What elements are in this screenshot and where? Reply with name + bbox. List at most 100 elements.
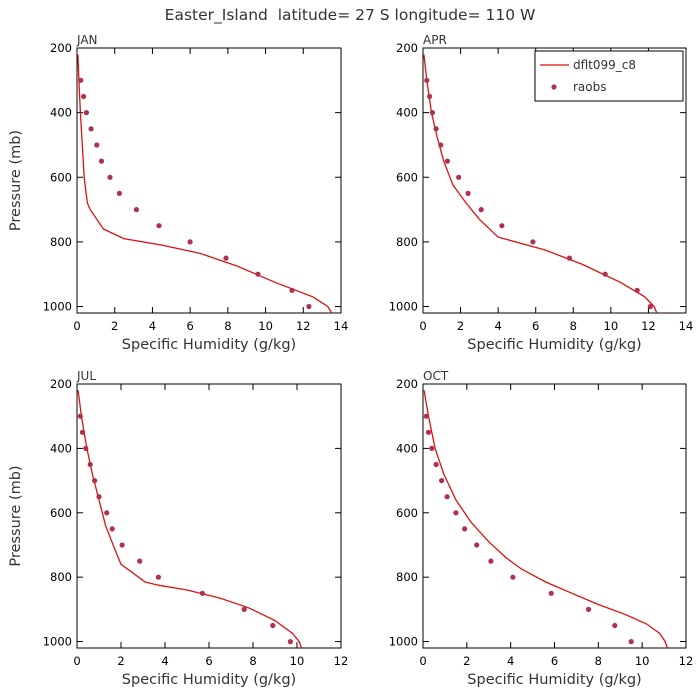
raobs-point: [453, 510, 459, 516]
raobs-point: [94, 142, 100, 148]
plot-frame: [422, 383, 687, 649]
x-tick-label: 2: [111, 319, 118, 333]
raobs-point: [133, 207, 139, 213]
raobs-point: [647, 303, 653, 310]
x-tick-label: 8: [595, 654, 602, 668]
raobs-point: [444, 158, 450, 164]
raobs-point: [433, 126, 439, 132]
x-tick-label: 2: [117, 654, 124, 668]
raobs-point: [444, 494, 450, 500]
y-axis-label: Pressure (mb): [8, 465, 24, 566]
raobs-point: [156, 223, 162, 229]
y-tick-label: 1000: [389, 635, 418, 649]
y-tick-label: 200: [396, 377, 418, 391]
x-tick-label: 8: [224, 319, 231, 333]
model-series-line: [423, 390, 669, 649]
raobs-point: [241, 606, 247, 613]
raobs-point: [602, 271, 608, 277]
x-axis-label: Specific Humidity (g/kg): [122, 672, 296, 688]
raobs-point: [98, 158, 105, 164]
raobs-point: [92, 478, 98, 484]
x-tick-label: 0: [419, 654, 426, 668]
raobs-point: [155, 574, 161, 580]
raobs-point: [462, 526, 468, 532]
panel-label: JAN: [76, 33, 98, 47]
y-tick-label: 600: [50, 506, 72, 520]
y-tick-label: 200: [50, 41, 72, 55]
raobs-point: [77, 413, 83, 419]
y-tick-label: 1000: [389, 300, 418, 314]
x-tick-label: 8: [570, 319, 577, 333]
raobs-point: [83, 110, 89, 116]
raobs-point: [104, 510, 110, 516]
panel-label: APR: [423, 33, 447, 47]
raobs-point: [79, 429, 86, 435]
panel-apr: APR 0 2 4 6 8 10 12 14 200 400 600 800 1000 Specific H…: [389, 33, 694, 353]
raobs-point: [465, 190, 471, 196]
raobs-point: [474, 542, 480, 548]
raobs-point: [289, 287, 295, 293]
x-tick-label: 14: [334, 319, 349, 333]
y-tick-label: 800: [50, 235, 72, 249]
legend-box: [534, 50, 684, 102]
x-axis-label: Specific Humidity (g/kg): [467, 672, 641, 688]
x-tick-label: 4: [149, 319, 156, 333]
raobs-point: [429, 445, 435, 451]
raobs-point: [423, 413, 429, 419]
raobs-point: [433, 461, 439, 468]
raobs-point: [107, 174, 113, 180]
model-series-line: [77, 54, 333, 314]
raobs-point: [488, 558, 494, 564]
raobs-point: [137, 558, 143, 564]
y-tick-label: 600: [396, 506, 418, 520]
raobs-point: [88, 126, 94, 132]
plot-frame: [422, 47, 687, 314]
raobs-point: [287, 639, 293, 645]
x-tick-label: 14: [679, 319, 694, 333]
y-tick-label: 600: [396, 170, 418, 184]
y-tick-label: 800: [396, 570, 418, 584]
y-axis-label: Pressure (mb): [8, 130, 24, 231]
y-tick-label: 1000: [43, 300, 72, 314]
x-tick-label: 8: [249, 654, 256, 668]
y-tick-label: 200: [50, 377, 72, 391]
x-tick-label: 12: [679, 654, 694, 668]
x-tick-label: 10: [290, 654, 305, 668]
raobs-point: [223, 255, 229, 261]
raobs-point: [255, 271, 261, 277]
x-tick-label: 6: [205, 654, 212, 668]
y-tick-label: 600: [50, 170, 72, 184]
x-tick-label: 10: [604, 319, 619, 333]
raobs-point: [270, 622, 276, 629]
y-tick-label: 1000: [43, 635, 72, 649]
y-tick-label: 400: [396, 106, 418, 120]
x-tick-label: 4: [161, 654, 168, 668]
raobs-point: [199, 590, 205, 596]
x-tick-label: 12: [296, 319, 311, 333]
x-tick-label: 2: [463, 654, 470, 668]
raobs-point: [634, 287, 640, 293]
y-tick-label: 400: [50, 106, 72, 120]
raobs-point: [116, 190, 122, 196]
y-tick-label: 200: [396, 41, 418, 55]
raobs-point: [81, 93, 87, 100]
figure-title: Easter_Island latitude= 27 S longitude= …: [165, 6, 536, 25]
x-tick-label: 2: [457, 319, 464, 333]
x-tick-label: 0: [419, 319, 426, 333]
panel-oct: OCT 0 2 4 6 8 10 12 200 400 600 800 1000 Specific Hum…: [389, 369, 694, 688]
x-tick-label: 0: [73, 654, 80, 668]
raobs-point: [566, 255, 573, 261]
raobs-point: [585, 606, 592, 613]
raobs-point: [87, 461, 93, 468]
x-tick-label: 12: [641, 319, 656, 333]
legend-point-swatch: [551, 84, 557, 90]
raobs-point: [306, 303, 312, 310]
x-tick-label: 4: [494, 319, 501, 333]
y-tick-label: 800: [396, 235, 418, 249]
legend-label-obs: raobs: [573, 80, 607, 94]
raobs-point: [628, 639, 634, 645]
x-tick-label: 4: [507, 654, 514, 668]
raobs-point: [478, 207, 484, 213]
